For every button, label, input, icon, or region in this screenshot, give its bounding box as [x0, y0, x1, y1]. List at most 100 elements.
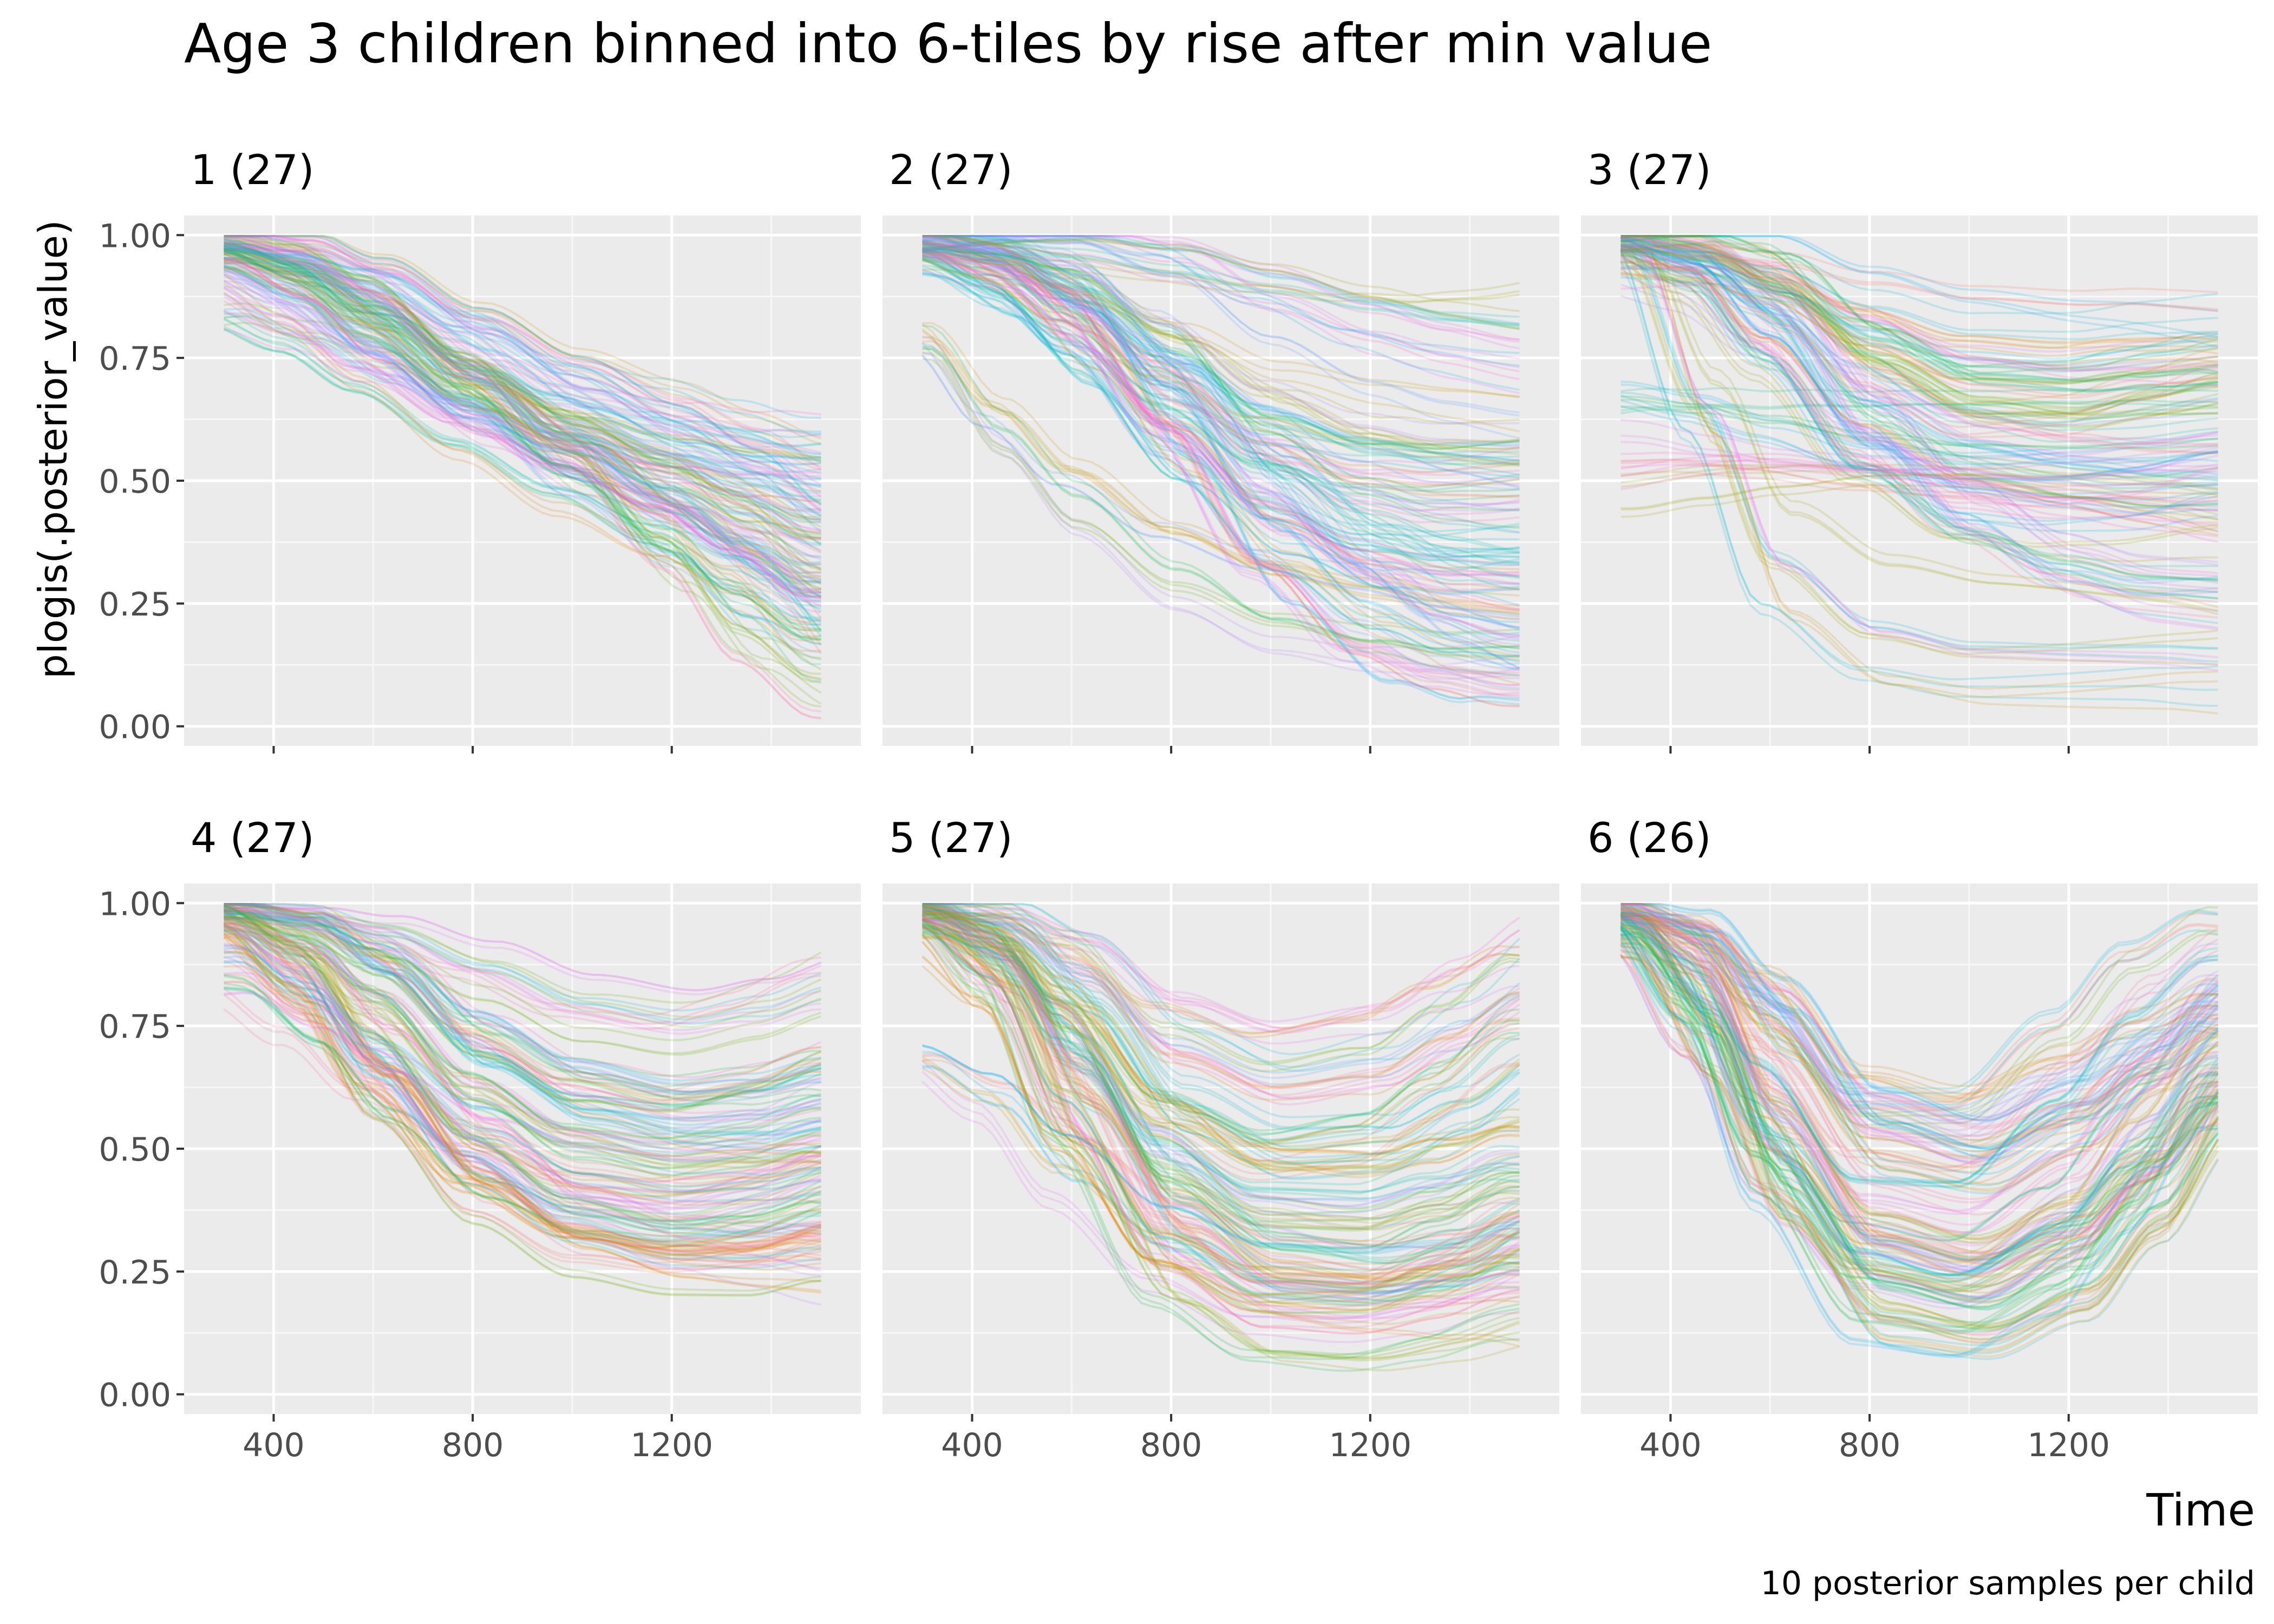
- posterior-sample-line: [922, 914, 1520, 1172]
- posterior-sample-line: [922, 907, 1520, 1033]
- posterior-sample-line: [922, 911, 1520, 1156]
- posterior-sample-line: [922, 240, 1520, 612]
- posterior-sample-line: [223, 271, 821, 598]
- posterior-sample-line: [1620, 909, 2219, 1247]
- posterior-sample-line: [223, 240, 821, 622]
- posterior-sample-line: [922, 243, 1520, 487]
- posterior-sample-line: [922, 906, 1520, 1280]
- posterior-sample-line: [223, 247, 821, 639]
- posterior-sample-line: [1619, 953, 2218, 1288]
- posterior-sample-line: [1620, 474, 2218, 509]
- facet-panel: 3 (27): [1581, 146, 2258, 754]
- posterior-sample-line: [922, 235, 1520, 663]
- posterior-sample-line: [1619, 928, 2218, 1293]
- posterior-sample-line: [1620, 913, 2218, 1239]
- posterior-sample-line: [224, 908, 822, 1235]
- posterior-sample-line: [1620, 383, 2218, 458]
- posterior-sample-line: [1620, 903, 2219, 1122]
- posterior-sample-line: [922, 903, 1520, 1362]
- posterior-sample-line: [922, 235, 1520, 395]
- posterior-sample-line: [922, 250, 1520, 534]
- posterior-sample-line: [224, 906, 822, 1102]
- posterior-sample-line: [922, 907, 1520, 1176]
- posterior-sample-line: [1620, 236, 2218, 520]
- posterior-sample-line: [1620, 238, 2218, 446]
- posterior-sample-line: [922, 237, 1520, 355]
- posterior-sample-line: [1620, 924, 2218, 1276]
- posterior-sample-line: [224, 250, 821, 488]
- posterior-sample-line: [922, 917, 1520, 1106]
- posterior-sample-line: [224, 236, 821, 681]
- posterior-sample-line: [1620, 906, 2218, 1116]
- posterior-sample-line: [921, 941, 1520, 1297]
- posterior-sample-line: [1620, 907, 2219, 1358]
- posterior-sample-line: [224, 915, 821, 1158]
- posterior-sample-line: [1620, 916, 2219, 1121]
- posterior-sample-line: [224, 906, 821, 1138]
- posterior-sample-line: [922, 269, 1520, 578]
- posterior-sample-line: [1620, 235, 2218, 522]
- posterior-sample-line: [922, 251, 1520, 512]
- posterior-sample-line: [1619, 933, 2218, 1291]
- posterior-sample-line: [1620, 905, 2218, 1144]
- posterior-sample-line: [922, 348, 1520, 651]
- posterior-sample-line: [224, 903, 822, 1042]
- posterior-sample-line: [1620, 914, 2219, 1195]
- posterior-sample-line: [922, 928, 1520, 1314]
- posterior-sample-line: [1620, 925, 2218, 1276]
- posterior-sample-line: [922, 919, 1520, 1142]
- posterior-sample-line: [224, 928, 821, 1164]
- posterior-sample-line: [224, 279, 822, 552]
- posterior-sample-line: [224, 238, 821, 680]
- posterior-sample-line: [1620, 394, 2218, 495]
- posterior-sample-line: [1620, 235, 2218, 383]
- posterior-sample-line: [223, 935, 821, 1249]
- posterior-sample-line: [922, 909, 1520, 1174]
- posterior-sample-line: [223, 987, 821, 1206]
- posterior-sample-line: [1620, 239, 2218, 715]
- posterior-sample-line: [922, 1058, 1520, 1246]
- posterior-sample-line: [224, 991, 822, 1158]
- posterior-sample-line: [223, 914, 821, 1140]
- posterior-sample-line: [223, 249, 821, 559]
- posterior-sample-line: [224, 257, 822, 619]
- posterior-sample-line: [1620, 935, 2219, 1288]
- posterior-sample-line: [1620, 243, 2218, 508]
- posterior-lines: [921, 903, 1520, 1372]
- posterior-sample-line: [922, 253, 1520, 554]
- posterior-sample-line: [223, 908, 821, 1198]
- posterior-sample-line: [224, 911, 822, 1253]
- posterior-sample-line: [224, 259, 821, 519]
- posterior-sample-line: [922, 918, 1520, 1145]
- posterior-sample-line: [224, 910, 821, 1086]
- posterior-sample-line: [223, 929, 821, 1271]
- posterior-sample-line: [1620, 933, 2218, 1277]
- posterior-sample-line: [922, 241, 1520, 650]
- posterior-sample-line: [922, 905, 1520, 1254]
- posterior-sample-line: [922, 903, 1520, 1023]
- posterior-sample-line: [1620, 243, 2218, 383]
- posterior-sample-line: [224, 904, 821, 1119]
- posterior-sample-line: [223, 912, 821, 1223]
- posterior-sample-line: [224, 903, 822, 1230]
- posterior-sample-line: [1620, 251, 2218, 333]
- posterior-sample-line: [922, 248, 1520, 564]
- posterior-sample-line: [922, 913, 1520, 1090]
- posterior-sample-line: [922, 919, 1520, 1079]
- posterior-sample-line: [223, 279, 821, 599]
- posterior-sample-line: [922, 956, 1520, 1343]
- posterior-sample-line: [922, 911, 1520, 1069]
- posterior-sample-line: [224, 259, 822, 570]
- posterior-sample-line: [1620, 235, 2218, 312]
- posterior-sample-line: [1620, 915, 2219, 1274]
- posterior-sample-line: [922, 235, 1520, 499]
- posterior-sample-line: [1620, 398, 2218, 481]
- posterior-sample-line: [1620, 903, 2218, 1110]
- posterior-sample-line: [922, 259, 1520, 559]
- posterior-sample-line: [1620, 244, 2218, 366]
- posterior-sample-line: [223, 257, 821, 574]
- posterior-sample-line: [1619, 250, 2218, 680]
- posterior-sample-line: [224, 238, 822, 515]
- posterior-sample-line: [1620, 235, 2218, 368]
- posterior-sample-line: [224, 251, 821, 719]
